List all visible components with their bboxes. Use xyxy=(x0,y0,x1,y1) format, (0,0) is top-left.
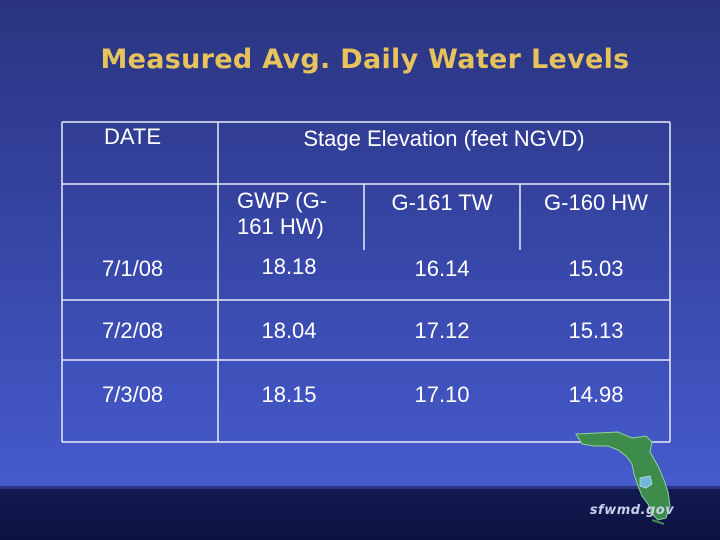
date-column-header: DATE xyxy=(104,124,162,149)
row-date: 7/3/08 xyxy=(102,382,164,407)
row-value-g160-hw: 15.03 xyxy=(568,256,624,281)
row-value-gwp: 18.04 xyxy=(261,318,317,343)
sfwmd-logo-text: sfwmd.gov xyxy=(589,503,675,518)
row-value-g160-hw: 14.98 xyxy=(568,382,624,407)
footer-bar xyxy=(0,486,720,540)
row-value-g160-hw: 15.13 xyxy=(568,318,624,343)
column-header-g161-tw: G-161 TW xyxy=(391,190,493,215)
column-header-gwp: GWP (G- 161 HW) xyxy=(237,188,328,239)
row-value-gwp: 18.18 xyxy=(261,254,317,279)
row-value-gwp: 18.15 xyxy=(261,382,317,407)
column-header-g160-hw: G-160 HW xyxy=(544,190,648,215)
florida-map-icon xyxy=(575,431,671,525)
row-date: 7/1/08 xyxy=(102,256,164,281)
stage-elevation-header: Stage Elevation (feet NGVD) xyxy=(303,126,585,151)
slide-title: Measured Avg. Daily Water Levels xyxy=(100,44,630,75)
row-value-g161-tw: 17.10 xyxy=(414,382,470,407)
row-value-g161-tw: 17.12 xyxy=(414,318,470,343)
row-date: 7/2/08 xyxy=(102,318,164,343)
row-value-g161-tw: 16.14 xyxy=(414,256,470,281)
